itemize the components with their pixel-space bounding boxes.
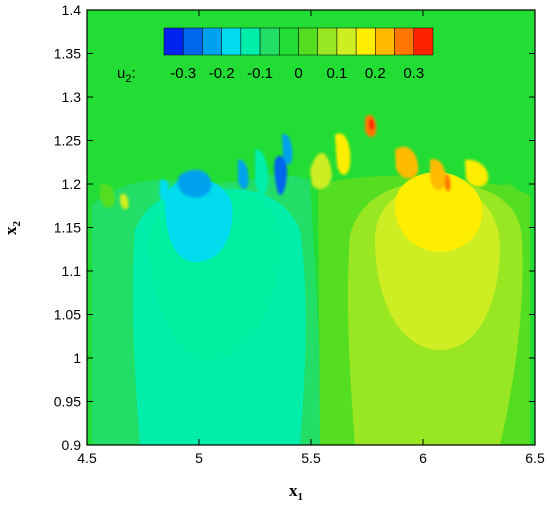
colorbar-tick-label: 0.2 [365,65,386,82]
contour-right-inner [395,172,483,252]
colorbar-swatch [375,27,395,56]
y-tick-label: 0.95 [54,394,81,410]
colorbar-swatch [336,27,357,56]
colorbar-swatch [163,27,184,56]
y-tick-label: 1.05 [54,307,81,323]
contour-left-inner [165,177,233,262]
colorbar-swatch [413,27,434,56]
x-tick-label: 6.5 [525,450,545,466]
colorbar-tick-label: -0.2 [209,65,235,82]
x-tick-label: 6 [419,450,427,466]
y-tick-label: 1 [73,350,81,366]
y-tick-label: 1.35 [54,46,81,62]
x-tick-label: 4.5 [77,450,97,466]
colorbar-tick-label: 0.3 [403,65,424,82]
colorbar-swatch [279,27,299,56]
x-tick-label: 5 [195,450,203,466]
y-tick-label: 1.2 [62,176,82,192]
colorbar-swatch [202,27,222,56]
colorbar-tick-label: 0.1 [326,65,347,82]
colorbar-tick-label: -0.1 [247,65,273,82]
y-axis-label: x2 [1,221,23,236]
contour-field [92,114,530,445]
colorbar-tick-labels: -0.3 -0.2 -0.1 0 0.1 0.2 0.3 [170,65,424,82]
y-tick-label: 1.25 [54,133,81,149]
colorbar-swatch [394,27,415,56]
colorbar-swatch [317,27,338,56]
interface-features [100,114,521,210]
colorbar-swatch [240,27,261,56]
colorbar-swatch [298,27,318,56]
colorbar-variable-label: u2: [117,65,136,85]
y-tick-label: 1.4 [62,2,82,18]
colorbar-swatch [355,27,376,56]
y-tick-label: 0.9 [62,437,82,453]
colorbar-swatch [182,27,203,56]
colorbar-tick-label: 0 [294,65,302,82]
x-axis-label: x1 [289,481,303,503]
x-tick-label: 5.5 [301,450,321,466]
colorbar-legend: u2: -0.3 -0.2 -0.1 0 0.1 0.2 0.3 [117,27,434,85]
colorbar-swatches [163,27,434,56]
colorbar-tick-label: -0.3 [170,65,196,82]
y-tick-label: 1.3 [62,89,82,105]
y-tick-label: 1.1 [62,263,82,279]
colorbar-swatch [259,27,280,56]
y-axis-ticks: 0.9 0.95 1 1.05 1.1 1.15 1.2 1.25 1.3 1.35 1.4 [54,2,535,453]
colorbar-swatch [221,27,242,56]
y-tick-label: 1.15 [54,220,81,236]
x-axis-ticks: 4.5 5 5.5 6 6.5 [77,10,545,466]
